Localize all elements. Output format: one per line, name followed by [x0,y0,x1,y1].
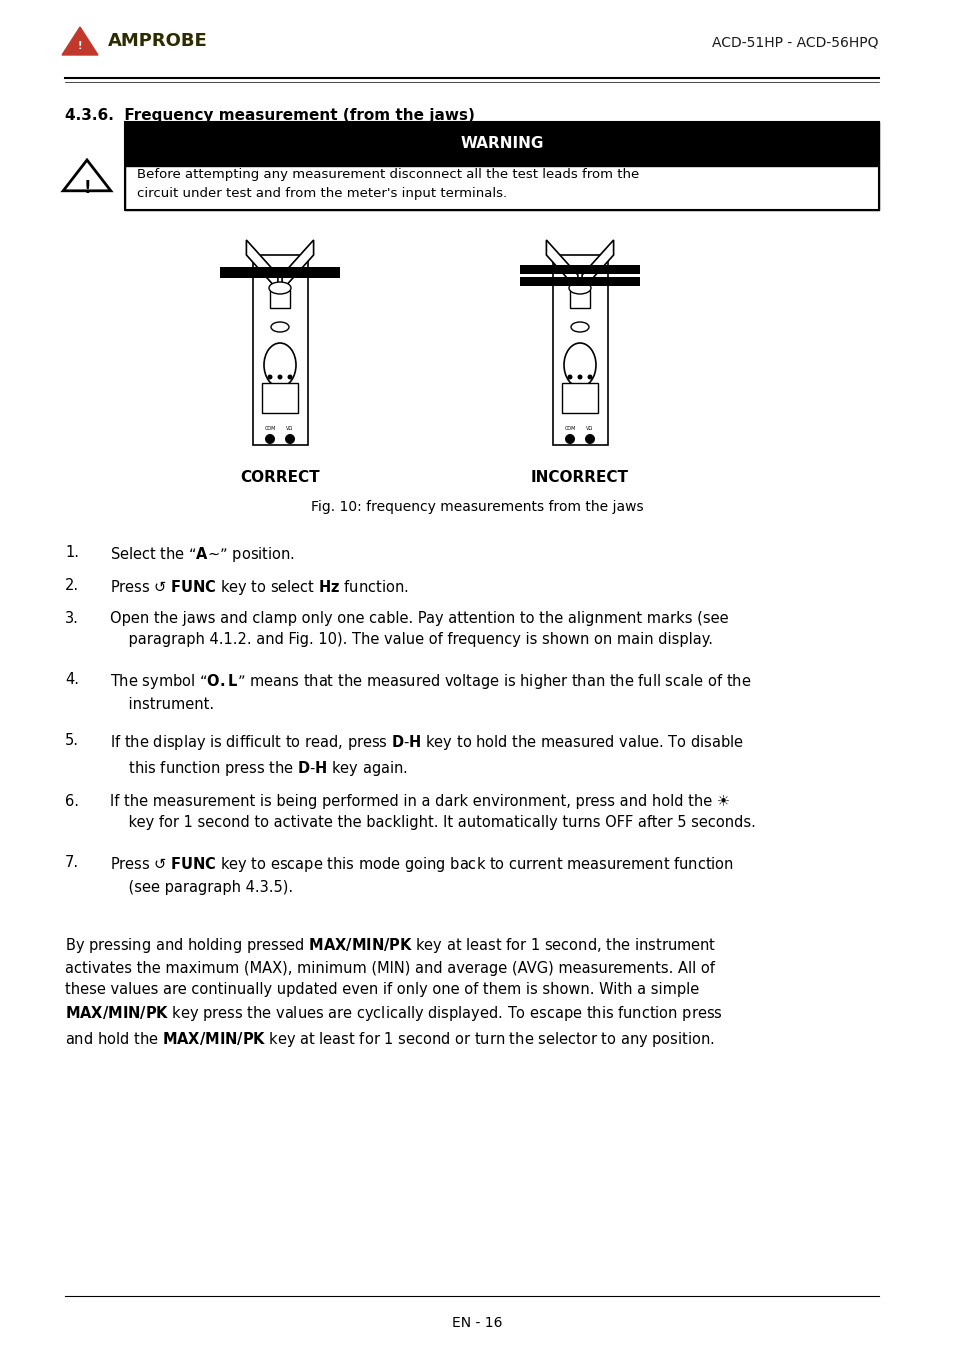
Ellipse shape [571,322,588,332]
Polygon shape [546,240,578,290]
Bar [552,255,607,444]
Text: 6.: 6. [65,794,79,809]
Bar [561,382,598,413]
Text: 3.: 3. [65,611,79,626]
Text: INCORRECT: INCORRECT [531,470,628,485]
Text: VΩ: VΩ [286,426,294,431]
Text: If the measurement is being performed in a dark environment, press and hold the : If the measurement is being performed in… [110,794,755,830]
Text: CORRECT: CORRECT [240,470,319,485]
Text: 5.: 5. [65,734,79,748]
Ellipse shape [563,343,596,386]
Bar [519,265,639,273]
Text: WARNING: WARNING [460,136,543,151]
Text: COM: COM [564,426,575,431]
Circle shape [267,374,273,380]
Circle shape [285,434,294,444]
Circle shape [577,374,582,380]
Text: Open the jaws and clamp only one cable. Pay attention to the alignment marks (se: Open the jaws and clamp only one cable. … [110,611,728,647]
Circle shape [584,434,595,444]
Ellipse shape [568,282,590,295]
Circle shape [564,434,575,444]
Text: Select the “$\mathbf{A}$∼” position.: Select the “$\mathbf{A}$∼” position. [110,544,294,563]
Circle shape [567,374,572,380]
Text: 4.: 4. [65,671,79,688]
Text: COM: COM [264,426,275,431]
Circle shape [587,374,592,380]
Text: AMPROBE: AMPROBE [108,32,208,50]
Ellipse shape [271,322,289,332]
Bar [262,382,297,413]
Text: 4.3.6.  Frequency measurement (from the jaws): 4.3.6. Frequency measurement (from the j… [65,108,475,123]
Bar [569,290,589,308]
Bar [125,122,878,209]
Text: The symbol “$\mathbf{O.L}$” means that the measured voltage is higher than the f: The symbol “$\mathbf{O.L}$” means that t… [110,671,751,712]
Bar [253,255,307,444]
Text: Press ↺ $\mathbf{FUNC}$ key to select $\mathbf{Hz}$ function.: Press ↺ $\mathbf{FUNC}$ key to select $\… [110,578,408,597]
Polygon shape [63,159,111,190]
Circle shape [287,374,293,380]
Text: Before attempting any measurement disconnect all the test leads from the
circuit: Before attempting any measurement discon… [137,168,639,200]
Ellipse shape [264,343,295,386]
Text: By pressing and holding pressed $\mathbf{MAX/MIN/PK}$ key at least for 1 second,: By pressing and holding pressed $\mathbf… [65,936,722,1048]
Circle shape [277,374,282,380]
Text: 1.: 1. [65,544,79,561]
Bar [270,290,290,308]
Text: EN - 16: EN - 16 [452,1316,501,1329]
Polygon shape [581,240,613,290]
Polygon shape [246,240,277,290]
Text: VΩ: VΩ [586,426,593,431]
Text: !: ! [83,178,91,197]
Polygon shape [62,27,98,55]
Bar [125,122,878,166]
Polygon shape [282,240,314,290]
Text: Fig. 10: frequency measurements from the jaws: Fig. 10: frequency measurements from the… [311,500,642,513]
Bar [519,277,639,285]
Text: If the display is difficult to read, press $\mathbf{D}$-$\mathbf{H}$ key to hold: If the display is difficult to read, pre… [110,734,743,778]
Circle shape [265,434,274,444]
Text: Press ↺ $\mathbf{FUNC}$ key to escape this mode going back to current measuremen: Press ↺ $\mathbf{FUNC}$ key to escape th… [110,855,733,894]
Text: 7.: 7. [65,855,79,870]
Text: ACD-51HP - ACD-56HPQ: ACD-51HP - ACD-56HPQ [712,35,878,49]
Text: !: ! [77,41,82,51]
Text: 2.: 2. [65,578,79,593]
Bar [220,267,339,278]
Ellipse shape [269,282,291,295]
Bar [125,166,878,209]
